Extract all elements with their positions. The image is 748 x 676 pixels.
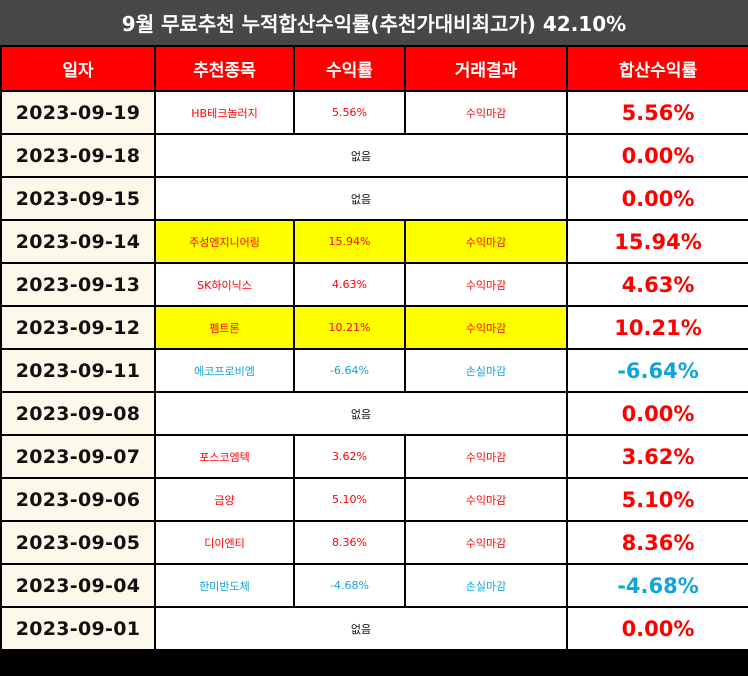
total-rate-cell: 15.94% xyxy=(566,219,748,264)
date-cell: 2023-09-15 xyxy=(0,176,156,221)
table-row: 2023-09-08 없음 0.00% xyxy=(0,391,748,436)
rate-cell: -4.68% xyxy=(293,563,406,608)
no-recommendation-cell: 없음 xyxy=(154,133,568,178)
date-cell: 2023-09-13 xyxy=(0,262,156,307)
table-body: 2023-09-19 HB테크놀러지 5.56% 수익마감 5.56% 2023-09-1… xyxy=(0,90,748,651)
total-rate-cell: 0.00% xyxy=(566,606,748,651)
stock-name-cell: SK하이닉스 xyxy=(154,262,295,307)
total-rate-cell: 10.21% xyxy=(566,305,748,350)
table-row: 2023-09-19 HB테크놀러지 5.56% 수익마감 5.56% xyxy=(0,90,748,135)
rate-cell: 5.56% xyxy=(293,90,406,135)
total-rate-cell: 0.00% xyxy=(566,133,748,178)
date-cell: 2023-09-06 xyxy=(0,477,156,522)
trade-result-cell: 수익마감 xyxy=(404,262,568,307)
table-row: 2023-09-05 디이엔티 8.36% 수익마감 8.36% xyxy=(0,520,748,565)
total-rate-cell: 8.36% xyxy=(566,520,748,565)
trade-result-cell: 손실마감 xyxy=(404,563,568,608)
stock-name-cell: 포스코엠텍 xyxy=(154,434,295,479)
no-recommendation-cell: 없음 xyxy=(154,176,568,221)
sheet-title: 9월 무료추천 누적합산수익률(추천가대비최고가) 42.10% xyxy=(0,0,748,45)
rate-cell: 5.10% xyxy=(293,477,406,522)
trade-result-cell: 수익마감 xyxy=(404,90,568,135)
total-rate-cell: 0.00% xyxy=(566,176,748,221)
date-cell: 2023-09-07 xyxy=(0,434,156,479)
stock-name-cell: 에코프로비엠 xyxy=(154,348,295,393)
table-row: 2023-09-15 없음 0.00% xyxy=(0,176,748,221)
no-recommendation-cell: 없음 xyxy=(154,606,568,651)
trade-result-cell: 수익마감 xyxy=(404,219,568,264)
total-rate-cell: 0.00% xyxy=(566,391,748,436)
trade-result-cell: 손실마감 xyxy=(404,348,568,393)
rate-cell: 3.62% xyxy=(293,434,406,479)
stock-name-cell: 주성엔지니어링 xyxy=(154,219,295,264)
header-result: 거래결과 xyxy=(404,45,568,92)
stock-name-cell: 디이엔티 xyxy=(154,520,295,565)
total-rate-cell: 5.10% xyxy=(566,477,748,522)
trade-result-cell: 수익마감 xyxy=(404,434,568,479)
trade-result-cell: 수익마감 xyxy=(404,305,568,350)
table-row: 2023-09-07 포스코엠텍 3.62% 수익마감 3.62% xyxy=(0,434,748,479)
date-cell: 2023-09-05 xyxy=(0,520,156,565)
results-table: 일자 추천종목 수익률 거래결과 합산수익률 2023-09-19 HB테크놀러지… xyxy=(0,45,748,651)
date-cell: 2023-09-18 xyxy=(0,133,156,178)
date-cell: 2023-09-11 xyxy=(0,348,156,393)
date-cell: 2023-09-19 xyxy=(0,90,156,135)
date-cell: 2023-09-08 xyxy=(0,391,156,436)
date-cell: 2023-09-04 xyxy=(0,563,156,608)
trade-result-cell: 수익마감 xyxy=(404,477,568,522)
table-row: 2023-09-13 SK하이닉스 4.63% 수익마감 4.63% xyxy=(0,262,748,307)
total-rate-cell: -4.68% xyxy=(566,563,748,608)
trade-result-cell: 수익마감 xyxy=(404,520,568,565)
header-rate: 수익률 xyxy=(293,45,406,92)
stock-name-cell: 금양 xyxy=(154,477,295,522)
total-rate-cell: 4.63% xyxy=(566,262,748,307)
rate-cell: -6.64% xyxy=(293,348,406,393)
stock-name-cell: HB테크놀러지 xyxy=(154,90,295,135)
table-row: 2023-09-01 없음 0.00% xyxy=(0,606,748,651)
table-row: 2023-09-12 펨트론 10.21% 수익마감 10.21% xyxy=(0,305,748,350)
date-cell: 2023-09-01 xyxy=(0,606,156,651)
date-cell: 2023-09-14 xyxy=(0,219,156,264)
rate-cell: 4.63% xyxy=(293,262,406,307)
header-date: 일자 xyxy=(0,45,156,92)
header-total: 합산수익률 xyxy=(566,45,748,92)
total-rate-cell: -6.64% xyxy=(566,348,748,393)
stock-name-cell: 한미반도체 xyxy=(154,563,295,608)
header-stock: 추천종목 xyxy=(154,45,295,92)
table-row: 2023-09-06 금양 5.10% 수익마감 5.10% xyxy=(0,477,748,522)
stock-name-cell: 펨트론 xyxy=(154,305,295,350)
total-rate-cell: 3.62% xyxy=(566,434,748,479)
total-rate-cell: 5.56% xyxy=(566,90,748,135)
table-row: 2023-09-11 에코프로비엠 -6.64% 손실마감 -6.64% xyxy=(0,348,748,393)
date-cell: 2023-09-12 xyxy=(0,305,156,350)
header-row: 일자 추천종목 수익률 거래결과 합산수익률 xyxy=(0,45,748,92)
rate-cell: 15.94% xyxy=(293,219,406,264)
table-row: 2023-09-14 주성엔지니어링 15.94% 수익마감 15.94% xyxy=(0,219,748,264)
table-row: 2023-09-04 한미반도체 -4.68% 손실마감 -4.68% xyxy=(0,563,748,608)
table-row: 2023-09-18 없음 0.00% xyxy=(0,133,748,178)
rate-cell: 8.36% xyxy=(293,520,406,565)
rate-cell: 10.21% xyxy=(293,305,406,350)
no-recommendation-cell: 없음 xyxy=(154,391,568,436)
